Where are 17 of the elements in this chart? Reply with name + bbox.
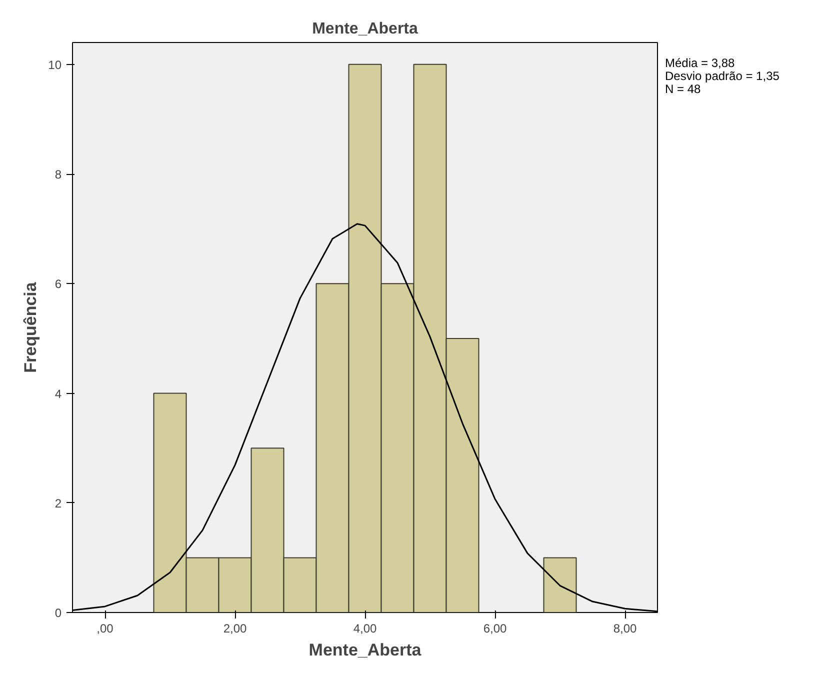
- x-tick-label: 8,00: [613, 622, 638, 636]
- chart-title: Mente_Aberta: [312, 20, 418, 38]
- x-tick-label: 6,00: [483, 622, 508, 636]
- x-axis-title: Mente_Aberta: [308, 640, 422, 660]
- text: N = 48: [665, 82, 702, 96]
- x-tick-label: ,00: [96, 622, 114, 636]
- y-tick-label: 0: [54, 606, 62, 620]
- y-axis-title: Frequência: [21, 282, 40, 373]
- y-tick-label: 10: [48, 58, 62, 72]
- x-tick-label: 2,00: [223, 622, 248, 636]
- text: Média = 3,88: [665, 56, 736, 70]
- y-tick-label: 6: [54, 277, 62, 292]
- y-tick-label: 2: [54, 496, 62, 510]
- y-tick-label: 8: [54, 168, 62, 182]
- x-tick-label: 4,00: [353, 622, 378, 636]
- y-tick-label: 4: [54, 386, 62, 401]
- text: Desvio padrão = 1,35: [665, 69, 780, 83]
